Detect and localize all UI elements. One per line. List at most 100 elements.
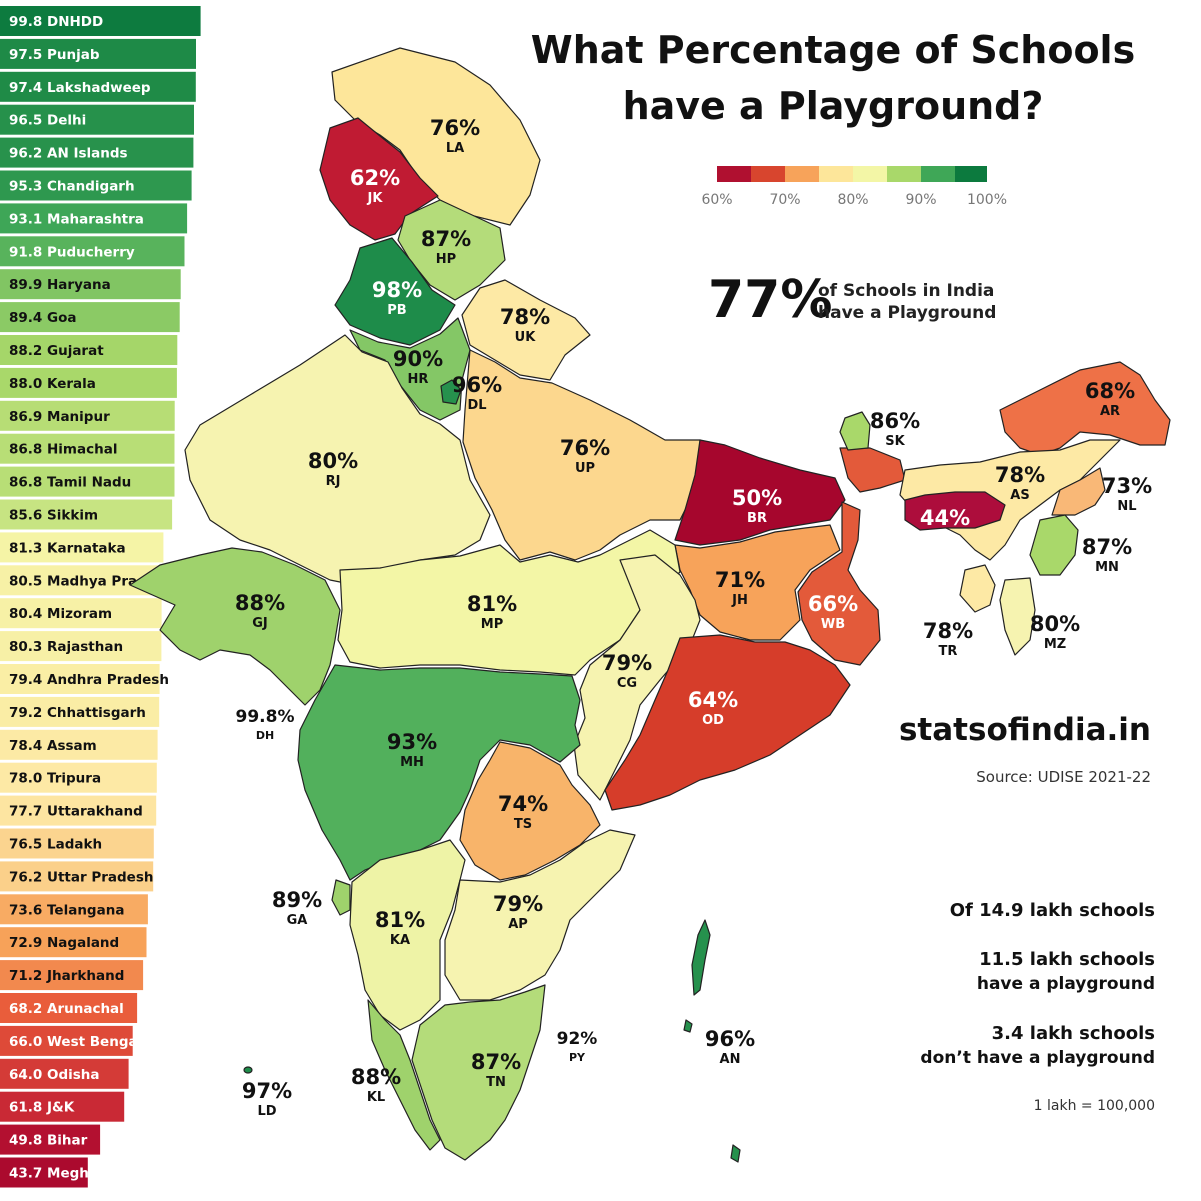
region-shape-an xyxy=(691,919,711,996)
region-shape-kl xyxy=(367,999,441,1151)
bar-label: 79.2 Chhattisgarh xyxy=(9,705,146,721)
bar-tamil-nadu xyxy=(0,466,175,497)
region-code-pb: PB xyxy=(387,303,406,318)
region-code-py: PY xyxy=(569,1051,586,1064)
bar-j-k xyxy=(0,1091,125,1122)
region-shape-ga xyxy=(331,879,351,916)
region-shape-an-3 xyxy=(730,1144,741,1163)
region-code-gj: GJ xyxy=(252,616,268,631)
bar-label: 71.2 Jharkhand xyxy=(9,968,124,984)
bar-lakshadweep xyxy=(0,71,196,102)
bar-label: 89.9 Haryana xyxy=(9,277,111,293)
region-code-kl: KL xyxy=(367,1090,385,1105)
region-code-jk: JK xyxy=(367,191,384,206)
bar-label: 86.8 Himachal xyxy=(9,442,117,458)
legend-tick-60: 60% xyxy=(701,192,732,208)
bar-label: 97.4 Lakshadweep xyxy=(9,80,151,96)
region-pct-ga: 89% xyxy=(272,888,322,912)
region-shape-ml xyxy=(904,491,1006,531)
region-pct-ka: 81% xyxy=(375,908,425,932)
state-shapes xyxy=(129,47,1171,1163)
bar-label: 86.8 Tamil Nadu xyxy=(9,475,131,491)
region-shape-od xyxy=(604,634,851,811)
legend-swatch-1 xyxy=(717,166,751,182)
region-pct-tn: 87% xyxy=(471,1050,521,1074)
legend-swatch-8 xyxy=(955,166,987,182)
bar-delhi xyxy=(0,104,194,135)
bar-madhya-pradesh xyxy=(0,565,162,596)
state-bar-chart: 99.8 DNHDD 97.5 Punjab 97.4 Lakshadweep 96.… xyxy=(0,6,201,1188)
region-pct-up: 76% xyxy=(560,436,610,460)
region-pct-hr: 90% xyxy=(393,347,443,371)
bar-label: 72.9 Nagaland xyxy=(9,935,119,951)
region-code-uk: UK xyxy=(515,330,537,345)
bar-label: 88.2 Gujarat xyxy=(9,343,104,359)
bar-manipur xyxy=(0,400,175,431)
region-shape-mz xyxy=(999,577,1036,656)
region-pct-ml: 44% xyxy=(920,506,970,530)
region-pct-ap: 79% xyxy=(493,892,543,916)
region-code-dl: DL xyxy=(467,398,486,413)
bar-dnhdd xyxy=(0,6,201,36)
region-code-br: BR xyxy=(747,511,767,526)
bar-label: 99.8 DNHDD xyxy=(9,14,103,30)
bar-label: 81.3 Karnataka xyxy=(9,540,126,556)
region-pct-kl: 88% xyxy=(351,1065,401,1089)
region-pct-mz: 80% xyxy=(1030,612,1080,636)
region-pct-hp: 87% xyxy=(421,227,471,251)
region-shape-tn xyxy=(411,984,546,1161)
region-code-mh: MH xyxy=(400,755,424,770)
region-code-la: LA xyxy=(446,141,464,156)
bar-label: 76.2 Uttar Pradesh xyxy=(9,869,153,885)
region-pct-wb: 66% xyxy=(808,592,858,616)
bar-assam xyxy=(0,729,158,760)
bar-label: 77.7 Uttarakhand xyxy=(9,804,143,820)
region-shape-mh xyxy=(297,664,581,881)
bar-ladakh xyxy=(0,828,154,859)
bar-andhra-pradesh xyxy=(0,664,160,694)
region-pct-rj: 80% xyxy=(308,449,358,473)
region-shape-ap xyxy=(444,829,636,1001)
region-pct-uk: 78% xyxy=(500,305,550,329)
region-pct-jk: 62% xyxy=(350,166,400,190)
region-shape-ka xyxy=(349,839,466,1031)
bar-label: 95.3 Chandigarh xyxy=(9,179,135,195)
region-shape-ld xyxy=(243,1066,253,1074)
bar-label: 73.6 Telangana xyxy=(9,902,124,918)
region-pct-ts: 74% xyxy=(498,792,548,816)
region-code-up: UP xyxy=(575,461,595,476)
school-facts: Of 14.9 lakh schools 11.5 lakh schools h… xyxy=(755,898,1155,1071)
region-code-mp: MP xyxy=(481,617,503,632)
region-shape-an-2 xyxy=(683,1019,693,1033)
bar-sikkim xyxy=(0,499,173,530)
region-code-tn: TN xyxy=(486,1075,506,1090)
region-shape-tr xyxy=(959,564,996,613)
region-pct-gj: 88% xyxy=(235,591,285,615)
national-caption-line-1: of Schools in India xyxy=(818,281,995,301)
legend-tick-70: 70% xyxy=(769,192,800,208)
bar-label: 78.4 Assam xyxy=(9,738,97,754)
bar-rajasthan xyxy=(0,631,162,662)
fact-without-line-2: don’t have a playground xyxy=(920,1048,1155,1068)
region-pct-mh: 93% xyxy=(387,730,437,754)
bar-label: 79.4 Andhra Pradesh xyxy=(9,672,169,688)
region-pct-as: 78% xyxy=(995,463,1045,487)
region-code-rj: RJ xyxy=(326,474,341,489)
bar-label: 76.5 Ladakh xyxy=(9,837,102,853)
region-pct-ld: 97% xyxy=(242,1079,292,1103)
bar-jharkhand xyxy=(0,960,144,991)
legend-swatch-7 xyxy=(921,166,955,182)
national-caption: of Schools in India have a Playground xyxy=(818,280,996,324)
bar-bihar xyxy=(0,1124,101,1155)
bar-label: 80.4 Mizoram xyxy=(9,606,112,622)
region-shape-br xyxy=(674,439,846,546)
region-pct-br: 50% xyxy=(732,486,782,510)
bar-label: 43.7 Meghalaya xyxy=(9,1166,129,1182)
region-shape-rj xyxy=(184,334,491,586)
bar-label: 78.0 Tripura xyxy=(9,771,101,787)
bar-gujarat xyxy=(0,335,178,365)
bar-haryana xyxy=(0,269,181,300)
region-pct-nl: 73% xyxy=(1102,474,1152,498)
